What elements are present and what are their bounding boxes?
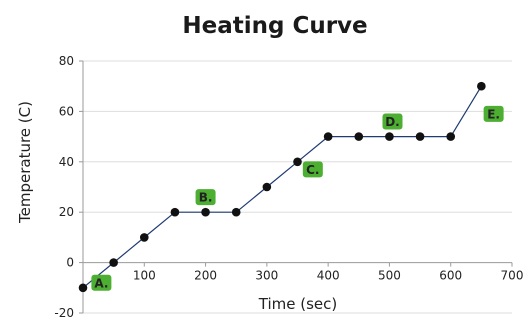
- y-tick-label: 0: [66, 256, 74, 270]
- x-tick-label: 100: [133, 269, 156, 283]
- x-tick-label: 200: [194, 269, 217, 283]
- x-tick-label: 600: [439, 269, 462, 283]
- data-point: [323, 132, 333, 141]
- data-series: [78, 81, 486, 293]
- data-point: [262, 182, 272, 192]
- annotations: A. B. C. D. E.: [91, 105, 504, 291]
- annotation-badge: [195, 189, 216, 206]
- y-axis-label: Temperature (C): [16, 101, 34, 224]
- data-point: [415, 132, 425, 141]
- series-line: [82, 85, 482, 289]
- annotation-label: D.: [385, 115, 400, 129]
- y-tick-label: 40: [59, 155, 74, 169]
- y-tick-label: 60: [59, 104, 74, 118]
- data-point: [477, 81, 486, 91]
- chart-title: Heating Curve: [182, 13, 367, 39]
- annotation-badge: [382, 113, 403, 130]
- x-tick-label: 400: [317, 269, 340, 283]
- data-point: [446, 132, 456, 141]
- y-tick-label: 20: [59, 205, 74, 219]
- x-tick-label: 700: [501, 269, 524, 283]
- data-point: [201, 207, 210, 217]
- data-point: [354, 132, 364, 141]
- annotation-badge: [483, 105, 504, 122]
- x-tick-label: 500: [378, 269, 401, 283]
- annotation-label: C.: [306, 163, 319, 177]
- data-point: [109, 258, 118, 267]
- data-point: [139, 233, 149, 242]
- annotation-badge: [91, 274, 112, 291]
- annotation-label: B.: [199, 191, 213, 205]
- axes: [79, 60, 513, 314]
- y-tick-label: -20: [54, 306, 74, 320]
- annotation-label: A.: [94, 276, 108, 290]
- data-point: [293, 157, 302, 167]
- data-point: [231, 207, 241, 217]
- x-tick-label: 300: [255, 269, 278, 283]
- x-axis-label: Time (sec): [258, 295, 337, 313]
- data-point: [385, 132, 394, 141]
- data-point: [78, 283, 88, 293]
- tick-labels: 100 200 300 400 500 600 700 -20 0 20 40 60 80: [54, 54, 523, 320]
- annotation-label: E.: [487, 107, 500, 121]
- data-point: [170, 207, 180, 217]
- y-tick-label: 80: [59, 54, 74, 68]
- annotation-badge: [302, 161, 323, 178]
